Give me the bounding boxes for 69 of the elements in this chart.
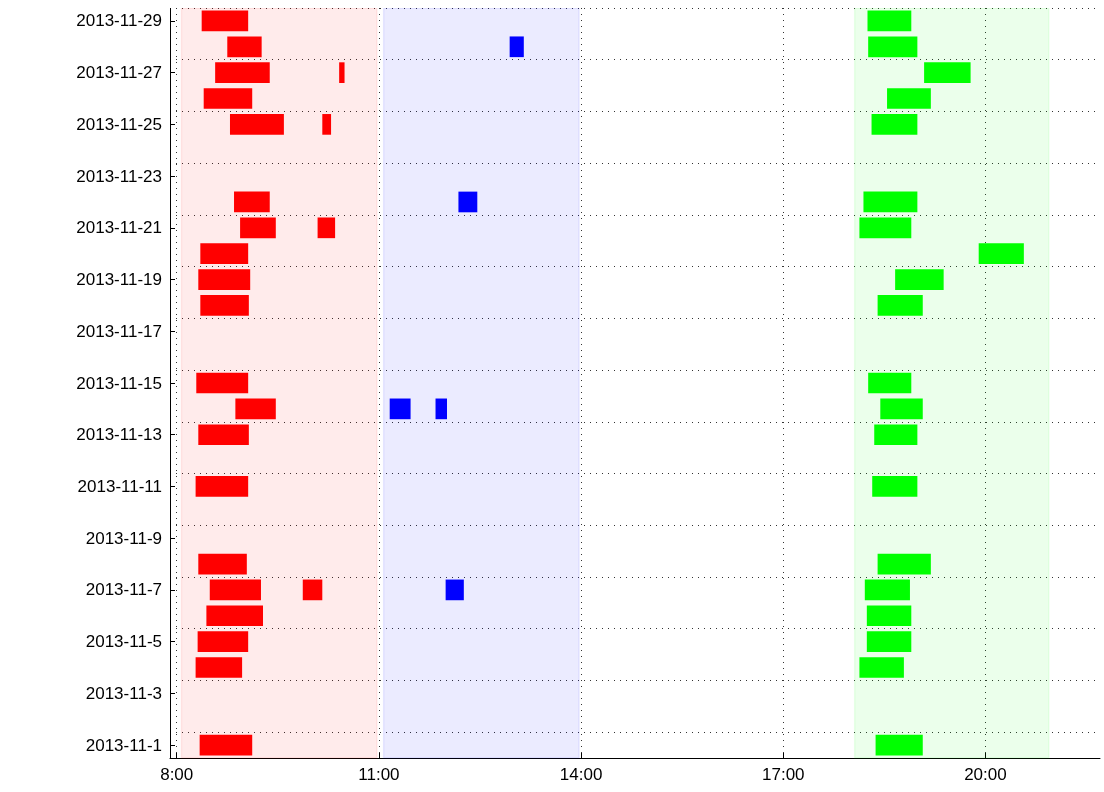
bar <box>195 476 249 497</box>
y-tick-label: 2013-11-11 <box>77 476 162 496</box>
bar <box>200 295 249 316</box>
x-tick-label: 14:00 <box>559 765 603 784</box>
bar <box>196 372 249 394</box>
y-tick-label: 2013-11-21 <box>76 218 162 238</box>
bar <box>198 269 251 290</box>
y-tick-label: 2013-11-27 <box>76 63 162 83</box>
bar <box>322 114 332 135</box>
bar <box>215 62 270 83</box>
bar <box>240 217 276 239</box>
bar <box>227 36 262 58</box>
y-tick-label: 2013-11-9 <box>85 528 162 548</box>
bar <box>203 88 253 109</box>
bar <box>389 398 411 420</box>
bar <box>875 734 923 756</box>
bar <box>868 372 912 394</box>
y-tick-label: 2013-11-7 <box>85 580 162 600</box>
bar <box>880 398 923 420</box>
bar <box>435 398 447 420</box>
bar <box>872 476 918 497</box>
bar <box>866 631 912 652</box>
bar <box>877 553 931 575</box>
bar <box>863 191 918 213</box>
bar <box>859 217 912 239</box>
bar <box>229 114 284 135</box>
y-tick-label: 2013-11-3 <box>85 683 162 703</box>
y-tick-label: 2013-11-13 <box>76 425 162 445</box>
y-tick-label: 2013-11-29 <box>76 11 162 31</box>
bar <box>200 243 249 265</box>
bar <box>317 217 336 239</box>
bar <box>864 579 910 601</box>
bar <box>877 295 923 316</box>
y-tick-label: 2013-11-17 <box>76 321 162 341</box>
bar <box>339 62 345 83</box>
x-tick-label: 8:00 <box>160 765 194 784</box>
bar <box>445 579 464 601</box>
bar <box>867 10 912 32</box>
x-tick-label: 17:00 <box>761 765 805 784</box>
bar <box>206 605 263 627</box>
y-tick-label: 2013-11-25 <box>76 114 162 134</box>
y-tick-label: 2013-11-15 <box>76 373 162 393</box>
bar <box>978 243 1024 265</box>
bar <box>234 191 270 213</box>
bar <box>509 36 524 58</box>
bar <box>887 88 931 109</box>
y-tick-label: 2013-11-19 <box>76 270 162 290</box>
bar <box>198 553 247 575</box>
y-tick-label: 2013-11-5 <box>85 632 162 652</box>
bar <box>199 734 253 756</box>
bar <box>866 605 912 627</box>
y-tick-label: 2013-11-1 <box>85 735 162 755</box>
bar <box>235 398 276 420</box>
bar <box>302 579 323 601</box>
bar <box>197 631 249 652</box>
x-tick-label: 20:00 <box>964 765 1007 784</box>
x-tick-label: 11:00 <box>358 765 400 784</box>
bar <box>871 114 918 135</box>
bar <box>458 191 478 213</box>
bar <box>859 657 904 678</box>
bar <box>874 424 918 446</box>
bar <box>198 424 249 446</box>
bar <box>209 579 261 601</box>
bar <box>868 36 918 58</box>
bar <box>924 62 971 83</box>
bar <box>201 10 249 32</box>
bar <box>195 657 243 678</box>
y-tick-label: 2013-11-23 <box>76 166 162 186</box>
bar <box>895 269 944 290</box>
